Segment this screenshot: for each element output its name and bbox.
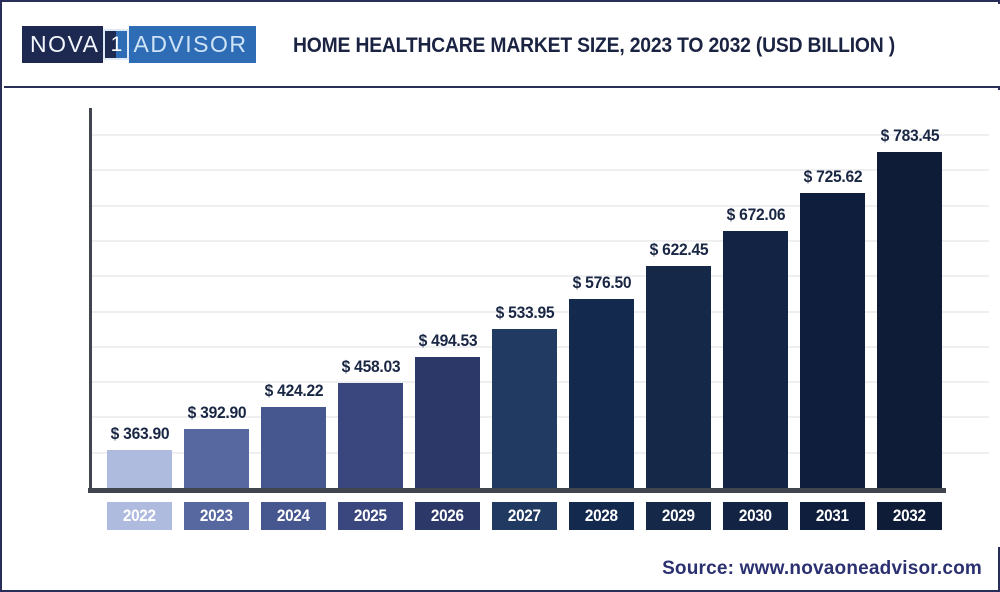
bar-2027 [492,329,557,488]
nova-one-advisor-logo: NOVA 1 ADVISOR [22,26,256,63]
x-axis-year-label: 2027 [492,502,557,530]
bar-2029 [646,266,711,488]
bar-value-label: $ 392.90 [187,403,246,422]
chart-title: HOME HEALTHCARE MARKET SIZE, 2023 TO 203… [293,34,895,57]
gridline [92,204,989,207]
bar-value-label: $ 458.03 [341,357,400,376]
gridline [92,275,989,278]
x-axis-year-label: 2030 [723,502,788,530]
bar-2023 [184,429,249,488]
bar-value-label: $ 576.50 [572,273,631,292]
x-axis-year-label: 2032 [877,502,942,530]
logo-text-nova: NOVA [22,26,104,63]
gridline [92,310,989,313]
x-axis-line [88,488,946,493]
bar-value-label: $ 672.06 [726,205,785,224]
bar-value-label: $ 363.90 [110,424,169,443]
bar-2024 [261,407,326,488]
header: NOVA 1 ADVISOR HOME HEALTHCARE MARKET SI… [4,4,1000,88]
bar-value-label: $ 725.62 [803,167,862,186]
gridline [92,239,989,242]
y-axis-line [89,108,92,493]
x-axis-year-label: 2024 [261,502,326,530]
x-axis-year-label: 2028 [569,502,634,530]
bar-2032 [877,152,942,488]
bar-value-label: $ 424.22 [264,381,323,400]
bar-value-label: $ 494.53 [418,331,477,350]
logo-text-advisor: ADVISOR [129,26,256,63]
bar-2030 [723,231,788,488]
bar-value-label: $ 533.95 [495,303,554,322]
x-axis-year-label: 2023 [184,502,249,530]
bar-2022 [107,450,172,488]
bar-chart: $ 363.90 2022 $ 392.90 2023 $ 424.22 2024 $ 45… [4,90,1000,547]
x-axis-year-label: 2031 [800,502,865,530]
gridline [92,134,989,136]
source-attribution: Source: www.novaoneadvisor.com [662,558,982,579]
bar-2026 [415,357,480,488]
bar-value-label: $ 622.45 [649,240,708,259]
x-axis-year-label: 2022 [107,502,172,530]
bar-2028 [569,299,634,488]
bar-2031 [800,193,865,488]
x-axis-year-label: 2026 [415,502,480,530]
bar-2025 [338,383,403,488]
x-axis-year-label: 2025 [338,502,403,530]
logo-one-box: 1 [103,29,130,60]
bar-value-label: $ 783.45 [880,126,939,145]
gridline [92,169,989,172]
x-axis-year-label: 2029 [646,502,711,530]
